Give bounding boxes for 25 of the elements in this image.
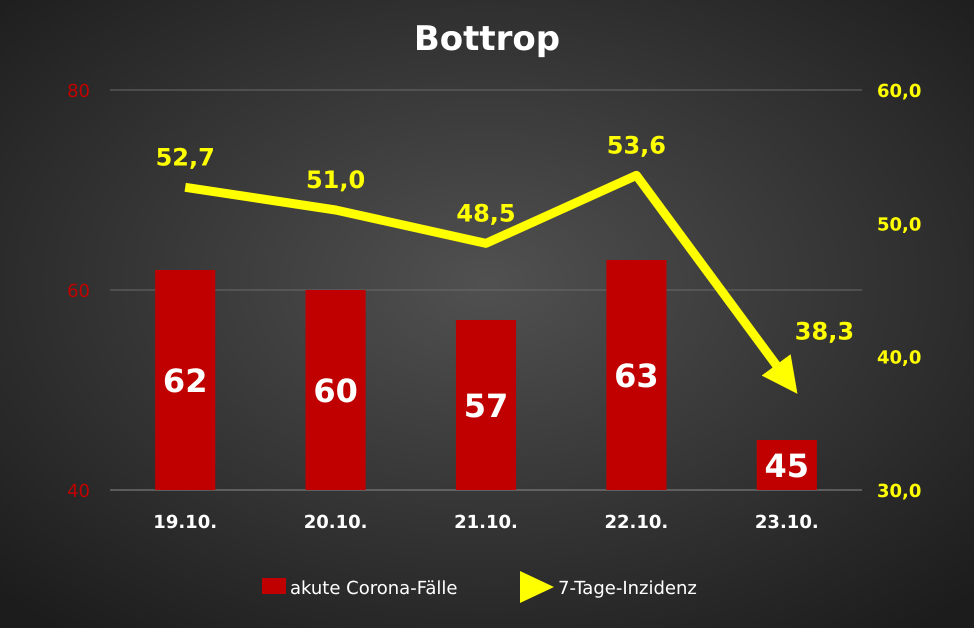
data-label: 60 — [313, 372, 358, 410]
data-label: 45 — [764, 447, 810, 485]
data-label: 51,0 — [306, 166, 366, 194]
legend-label: 7-Tage-Inzidenz — [558, 578, 697, 599]
legend-label: akute Corona-Fälle — [290, 578, 458, 599]
y2-tick-label: 30,0 — [877, 481, 922, 502]
x-tick-label: 23.10. — [754, 512, 819, 533]
x-tick-label: 19.10. — [153, 512, 218, 533]
x-tick-label: 20.10. — [304, 512, 368, 533]
data-label: 57 — [464, 387, 508, 425]
data-label: 63 — [614, 357, 659, 395]
y2-tick-label: 60,0 — [877, 81, 922, 102]
x-tick-label: 22.10. — [604, 512, 668, 533]
data-label: 48,5 — [456, 199, 516, 228]
chart-title: Bottrop — [414, 19, 560, 59]
y-tick-label: 40 — [67, 481, 90, 502]
y-tick-label: 60 — [67, 281, 90, 302]
data-label: 62 — [162, 362, 208, 400]
data-label: 52,7 — [156, 143, 215, 172]
y-tick-label: 80 — [67, 81, 90, 102]
y2-tick-label: 40,0 — [877, 348, 922, 369]
x-tick-label: 21.10. — [454, 512, 518, 533]
data-label: 38,3 — [794, 317, 854, 346]
data-label: 53,6 — [606, 131, 666, 160]
y2-tick-label: 50,0 — [877, 214, 922, 236]
